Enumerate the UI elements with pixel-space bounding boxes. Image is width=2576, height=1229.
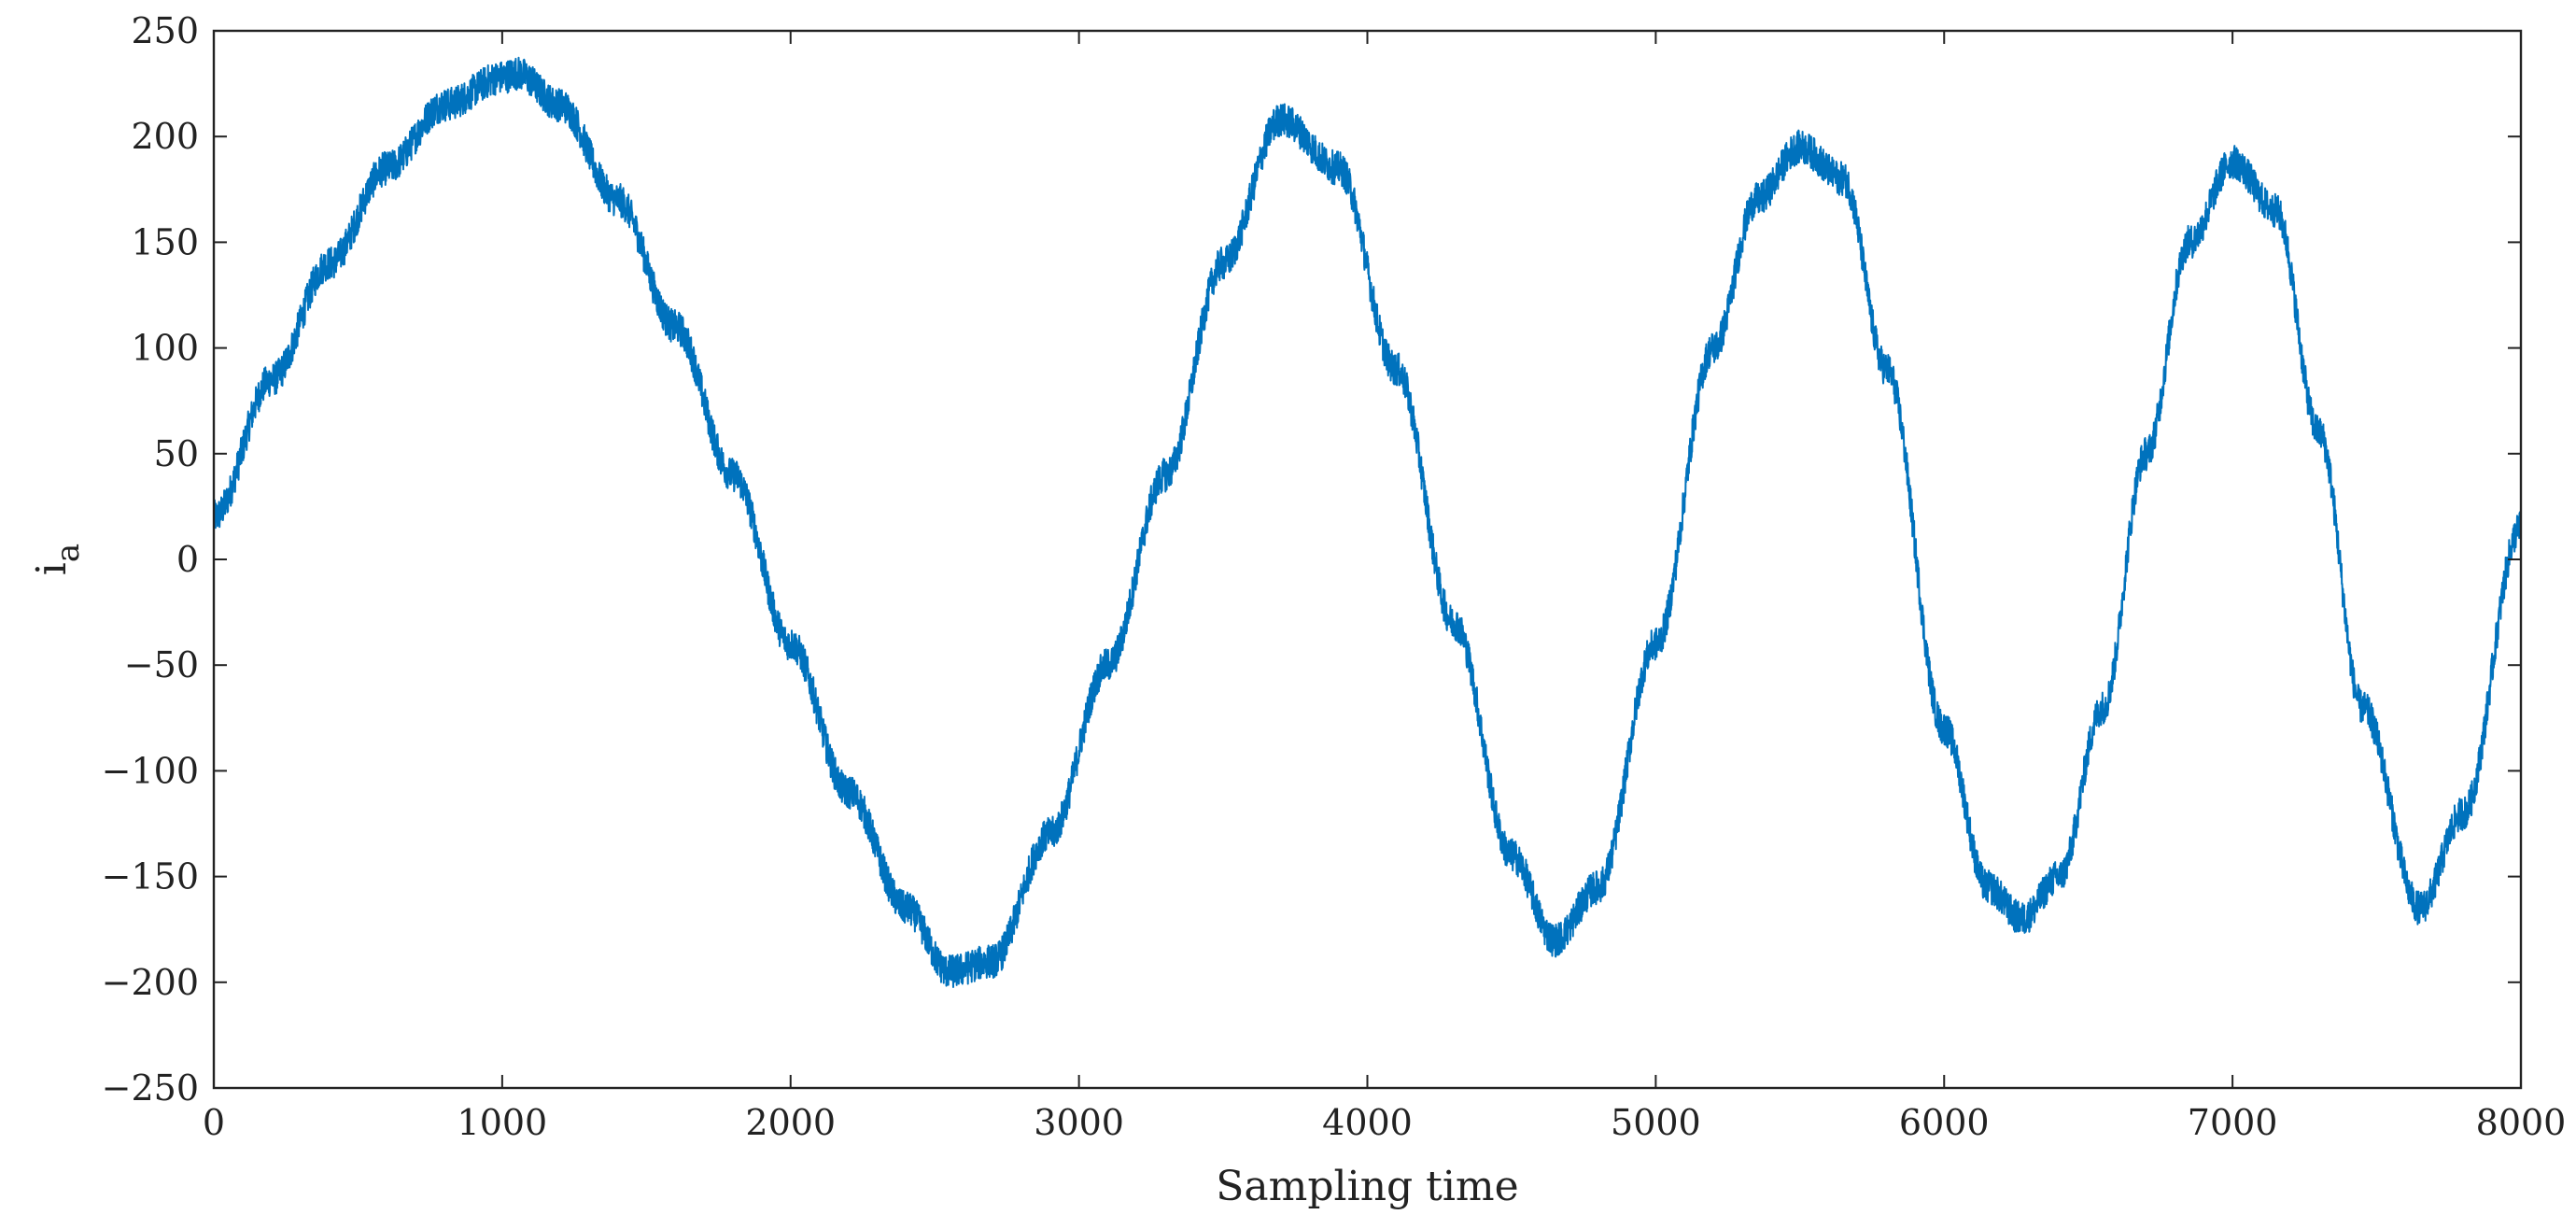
x-axis-ticks: 0 1000 2000 3000 4000 5000 6000 7000 8000 (203, 31, 2566, 1143)
y-tick-label: −100 (102, 750, 199, 791)
x-axis-label: Sampling time (1216, 1163, 1518, 1210)
series-layer (213, 56, 2522, 988)
x-tick-label: 1000 (457, 1102, 548, 1143)
y-tick-label: 150 (131, 221, 199, 262)
axes-box (212, 29, 2523, 1090)
y-tick-label: −250 (102, 1067, 199, 1109)
x-tick-label: 3000 (1034, 1102, 1124, 1143)
y-tick-label: 250 (131, 10, 199, 51)
y-tick-label: 100 (131, 328, 199, 369)
y-tick-label: −200 (102, 962, 199, 1003)
series-line (213, 56, 2522, 988)
x-tick-label: 6000 (1899, 1102, 1990, 1143)
x-tick-label: 5000 (1611, 1102, 1701, 1143)
y-tick-label: −50 (124, 644, 199, 685)
y-axis-label-subscript: a (49, 544, 87, 562)
y-tick-label: −150 (102, 856, 199, 897)
x-tick-label: 4000 (1322, 1102, 1413, 1143)
y-tick-label: 200 (131, 116, 199, 157)
x-tick-label: 8000 (2476, 1102, 2567, 1143)
x-tick-label: 2000 (745, 1102, 836, 1143)
x-tick-label: 7000 (2188, 1102, 2278, 1143)
y-axis-label-main: i (28, 562, 76, 575)
y-axis-label: ia (28, 544, 87, 575)
y-tick-label: 0 (176, 539, 199, 580)
y-tick-label: 50 (154, 433, 199, 474)
y-axis-ticks: −250 −200 −150 −100 −50 0 50 100 150 200 250 (102, 10, 2521, 1109)
x-tick-label: 0 (203, 1102, 225, 1143)
